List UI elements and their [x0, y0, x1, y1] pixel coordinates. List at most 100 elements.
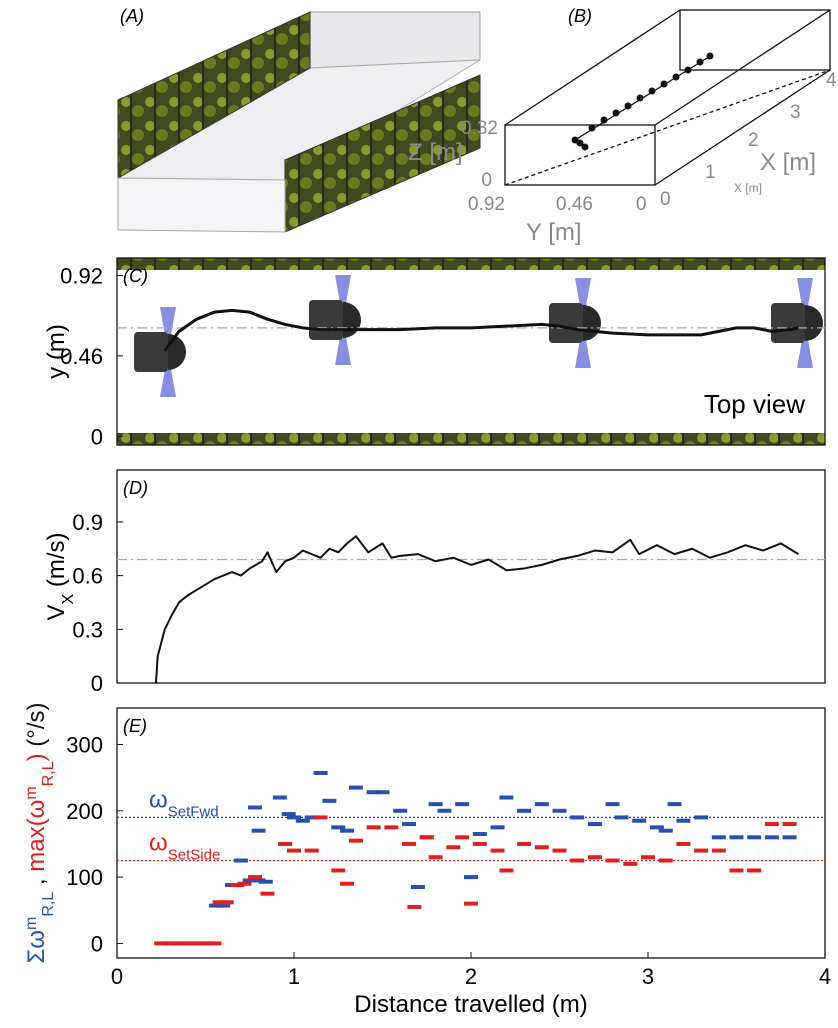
- label-part: m: [23, 917, 40, 930]
- data-point: [212, 900, 227, 905]
- robot-body: [309, 300, 343, 340]
- data-point: [490, 848, 505, 853]
- y-tick-label: 0: [91, 671, 103, 696]
- data-point: [614, 815, 629, 820]
- data-point: [455, 802, 470, 807]
- y-tick-label: 0.9: [72, 510, 103, 535]
- box-edge: [654, 9, 831, 126]
- data-point: [472, 831, 487, 836]
- x-tick-label: 1: [288, 964, 300, 989]
- data-point: [649, 825, 664, 830]
- data-point: [747, 835, 762, 840]
- data-point: [219, 900, 234, 905]
- data-point: [517, 808, 532, 813]
- plot-frame: [116, 257, 826, 446]
- data-point: [410, 885, 425, 890]
- reference-label: ωSetFwd: [149, 786, 219, 820]
- robot-body: [134, 332, 168, 372]
- y-axis-label: VX (m/s): [43, 533, 77, 621]
- data-point: [499, 868, 514, 873]
- data-point: [331, 868, 346, 873]
- robot-nose: [168, 334, 186, 370]
- z-tick: 0.32: [461, 118, 498, 139]
- data-point: [281, 812, 296, 817]
- data-point: [587, 855, 602, 860]
- data-point: [260, 891, 275, 896]
- data-point: [694, 815, 709, 820]
- symbol: ω: [149, 830, 168, 857]
- x-tick: 3: [790, 102, 801, 123]
- label-part: ): [23, 753, 50, 761]
- symbol: ω: [149, 786, 168, 813]
- data-point: [331, 825, 346, 830]
- y-tick-label: 0.6: [72, 564, 103, 589]
- data-point: [419, 835, 434, 840]
- x-tick-label: 0: [111, 964, 123, 989]
- data-point: [641, 855, 655, 860]
- data-point: [375, 790, 390, 795]
- label-part: R,L: [40, 761, 57, 786]
- x-tick: 1: [705, 162, 716, 183]
- data-point: [272, 795, 287, 800]
- data-point: [658, 828, 673, 833]
- data-line: [154, 535, 799, 684]
- panel: (C) 0 0.46 0.92 y (m) Top view: [43, 257, 826, 449]
- data-point: [313, 815, 328, 820]
- data-point: [499, 795, 514, 800]
- data-point: [517, 841, 532, 846]
- data-point: [248, 875, 263, 880]
- data-point: [348, 785, 363, 790]
- data-point: [711, 835, 726, 840]
- robot-body: [771, 303, 805, 343]
- annotation: Top view: [704, 389, 805, 419]
- data-point: [782, 835, 797, 840]
- y-tick-label: 300: [66, 732, 103, 757]
- y-label: Y [m]: [526, 219, 582, 246]
- x-tick-label: 4: [819, 964, 831, 989]
- box-front: [504, 124, 656, 186]
- data-point: [446, 845, 461, 850]
- sensor-cone: [160, 307, 176, 397]
- y-tick-label: 0: [91, 424, 103, 449]
- data-point: [340, 828, 355, 833]
- plot-frame: [116, 707, 826, 959]
- y-axis-label: y (m): [43, 324, 70, 379]
- panel: (E) 0 100 200 300 0 1 2 3 4 Distance travelled (m)…: [23, 702, 832, 1018]
- panel-b: [504, 9, 831, 186]
- data-point: [154, 941, 169, 946]
- data-point: [384, 825, 399, 830]
- wall-strip: [117, 433, 825, 445]
- data-point: [676, 818, 691, 823]
- data-point: [632, 818, 647, 823]
- y-tick-label: 0.3: [72, 617, 103, 642]
- robots: [134, 275, 823, 397]
- label-part: m: [23, 786, 40, 799]
- label-part: ,: [23, 872, 50, 892]
- data-point: [348, 838, 363, 843]
- panel-label: (E): [123, 716, 147, 736]
- label-part: max(ω: [23, 800, 50, 872]
- y-tick: 0.92: [468, 194, 505, 215]
- data-point: [313, 770, 328, 775]
- data-point: [198, 941, 213, 946]
- data-point: [729, 835, 744, 840]
- x-label-small: X [m]: [734, 181, 762, 195]
- data-point: [287, 815, 301, 820]
- label-part: (m/s): [43, 533, 70, 594]
- data-point: [366, 790, 381, 795]
- robot-body: [549, 303, 583, 343]
- data-point: [747, 868, 762, 873]
- data-point: [209, 903, 224, 908]
- data-point: [534, 845, 549, 850]
- data-point: [676, 841, 691, 846]
- x-tick: 0: [660, 189, 671, 210]
- data-point: [295, 818, 310, 823]
- panel-label: (C): [123, 266, 148, 286]
- data-point: [207, 941, 222, 946]
- y-axis-label: ΣωmR,L , max(ωmR,L) (°/s): [23, 702, 57, 963]
- data-point: [587, 822, 602, 827]
- panel-b-labels: (B) 0.32 0 Z [m] 0.92 0.46 0 Y [m] 0 1 2…: [408, 6, 837, 246]
- panel-label: (A): [120, 6, 144, 26]
- z-label: Z [m]: [408, 139, 463, 166]
- data-point: [570, 858, 585, 863]
